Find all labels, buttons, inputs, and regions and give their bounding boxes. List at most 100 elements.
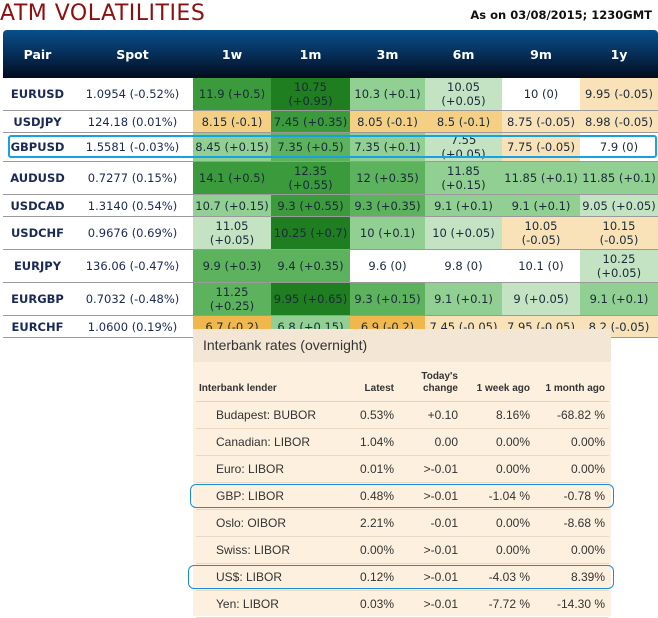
column-header-change: Today's change [398,371,462,402]
vol-cell-6m: 10 (+0.05) [425,216,502,250]
latest-rate: 1.04% [336,428,398,456]
latest-rate: 2.21% [336,509,398,537]
week-ago: -1.04 % [462,482,534,510]
week-ago: 8.16% [462,401,534,429]
as-of-timestamp: As on 03/08/2015; 1230GMT [470,8,652,22]
interbank-row: GBP: LIBOR 0.48% >-0.01 -1.04 % -0.78 % [196,482,609,510]
vol-cell-1w: 11.05 (+0.05) [193,216,271,250]
vol-cell-9m: 10.05 (-0.05) [502,216,580,250]
todays-change: >-0.01 [398,536,462,564]
vol-cell-6m: 9.1 (+0.1) [425,282,502,316]
vol-cell-1y: 9.1 (+0.1) [580,282,658,316]
month-ago: 8.39% [534,563,609,591]
week-ago: -7.72 % [462,590,534,618]
column-header-6m[interactable]: 6m [425,30,502,78]
week-ago: 0.00% [462,455,534,483]
vol-cell-9m: 10 (0) [502,78,580,111]
month-ago: 0.00% [534,428,609,456]
month-ago: -0.78 % [534,482,609,510]
week-ago: -4.03 % [462,563,534,591]
vol-cell-1m: 7.35 (+0.5) [271,132,350,162]
todays-change: >-0.01 [398,482,462,510]
table-row: AUDUSD 0.7277 (0.15%) 14.1 (+0.5) 12.35 … [3,161,658,195]
month-ago: 0.00% [534,536,609,564]
interbank-header-row: Interbank lender Latest Today's change 1… [196,371,609,402]
latest-rate: 0.53% [336,401,398,429]
column-header-1y[interactable]: 1y [580,30,658,78]
vol-cell-3m: 12 (+0.35) [350,161,425,195]
interbank-row: Canadian: LIBOR 1.04% 0.00 0.00% 0.00% [196,428,609,456]
lender-name: Oslo: OIBOR [196,509,336,537]
table-header-row: Pair Spot 1w 1m 3m 6m 9m 1y [3,30,658,78]
table-row: USDJPY 124.18 (0.01%) 8.15 (-0.1) 7.45 (… [3,110,658,133]
pair-cell: EURCHF [3,315,72,338]
vol-cell-1w: 11.9 (+0.5) [193,78,271,111]
spot-cell: 1.5581 (-0.03%) [72,132,193,162]
vol-cell-3m: 10 (+0.1) [350,216,425,250]
vol-cell-1y: 9.05 (+0.05) [580,194,658,217]
vol-cell-1m: 9.3 (+0.55) [271,194,350,217]
vol-cell-9m: 8.75 (-0.05) [502,110,580,133]
interbank-row: Oslo: OIBOR 2.21% -0.01 0.00% -8.68 % [196,509,609,537]
column-header-3m[interactable]: 3m [350,30,425,78]
pair-cell: EURUSD [3,78,72,111]
spot-cell: 136.06 (-0.47%) [72,249,193,283]
spot-cell: 0.7277 (0.15%) [72,161,193,195]
column-header-lender: Interbank lender [196,371,336,402]
vol-cell-1m: 9.95 (+0.65) [271,282,350,316]
column-header-spot[interactable]: Spot [72,30,193,78]
latest-rate: 0.03% [336,590,398,618]
todays-change: 0.00 [398,428,462,456]
vol-cell-9m: 9.1 (+0.1) [502,194,580,217]
vol-cell-1w: 9.9 (+0.3) [193,249,271,283]
pair-cell: GBPUSD [3,132,72,162]
vol-cell-1y: 11.85 (+0.1) [580,161,658,195]
vol-cell-6m: 8.5 (-0.1) [425,110,502,133]
column-header-1m[interactable]: 1m [271,30,350,78]
panel-header: Interbank rates (overnight) [193,329,611,362]
vol-cell-1w: 8.15 (-0.1) [193,110,271,133]
spot-cell: 0.9676 (0.69%) [72,216,193,250]
pair-cell: USDCAD [3,194,72,217]
month-ago: -68.82 % [534,401,609,429]
interbank-row: Yen: LIBOR 0.03% >-0.01 -7.72 % -14.30 % [196,590,609,618]
latest-rate: 0.12% [336,563,398,591]
table-row: USDCHF 0.9676 (0.69%) 11.05 (+0.05) 10.2… [3,216,658,250]
vol-cell-1m: 10.75 (+0.95) [271,78,350,111]
lender-name: Yen: LIBOR [196,590,336,618]
vol-cell-1w: 11.25 (+0.25) [193,282,271,316]
interbank-row: Swiss: LIBOR 0.00% >-0.01 0.00% 0.00% [196,536,609,564]
interbank-row: Budapest: BUBOR 0.53% +0.10 8.16% -68.82… [196,401,609,429]
vol-cell-6m: 9.1 (+0.1) [425,194,502,217]
column-header-1w[interactable]: 1w [193,30,271,78]
week-ago: 0.00% [462,536,534,564]
pair-cell: EURJPY [3,249,72,283]
vol-cell-1y: 9.95 (-0.05) [580,78,658,111]
spot-cell: 124.18 (0.01%) [72,110,193,133]
vol-cell-1y: 10.25 (+0.05) [580,249,658,283]
vol-cell-1m: 12.35 (+0.55) [271,161,350,195]
vol-cell-6m: 10.05 (+0.05) [425,78,502,111]
todays-change: >-0.01 [398,590,462,618]
page-title: ATM VOLATILITIES [0,1,206,26]
vol-cell-3m: 9.3 (+0.15) [350,282,425,316]
latest-rate: 0.01% [336,455,398,483]
interbank-rates-panel: Interbank rates (overnight) Interbank le… [193,329,611,618]
spot-cell: 1.0600 (0.19%) [72,315,193,338]
column-header-9m[interactable]: 9m [502,30,580,78]
lender-name: GBP: LIBOR [196,482,336,510]
panel-title: Interbank rates (overnight) [203,337,368,353]
table-row: EURJPY 136.06 (-0.47%) 9.9 (+0.3) 9.4 (+… [3,249,658,283]
vol-cell-9m: 10.1 (0) [502,249,580,283]
spot-cell: 1.0954 (-0.52%) [72,78,193,111]
table-row: EURGBP 0.7032 (-0.48%) 11.25 (+0.25) 9.9… [3,282,658,316]
vol-cell-1y: 10.15 (-0.05) [580,216,658,250]
month-ago: -14.30 % [534,590,609,618]
column-header-pair[interactable]: Pair [3,30,72,78]
atm-volatility-table: Pair Spot 1w 1m 3m 6m 9m 1y EURUSD 1.095… [3,30,658,338]
table-row: EURUSD 1.0954 (-0.52%) 11.9 (+0.5) 10.75… [3,78,658,111]
vol-cell-9m: 9 (+0.05) [502,282,580,316]
vol-cell-6m: 9.8 (0) [425,249,502,283]
interbank-row: US$: LIBOR 0.12% >-0.01 -4.03 % 8.39% [196,563,609,591]
vol-cell-1w: 10.7 (+0.15) [193,194,271,217]
